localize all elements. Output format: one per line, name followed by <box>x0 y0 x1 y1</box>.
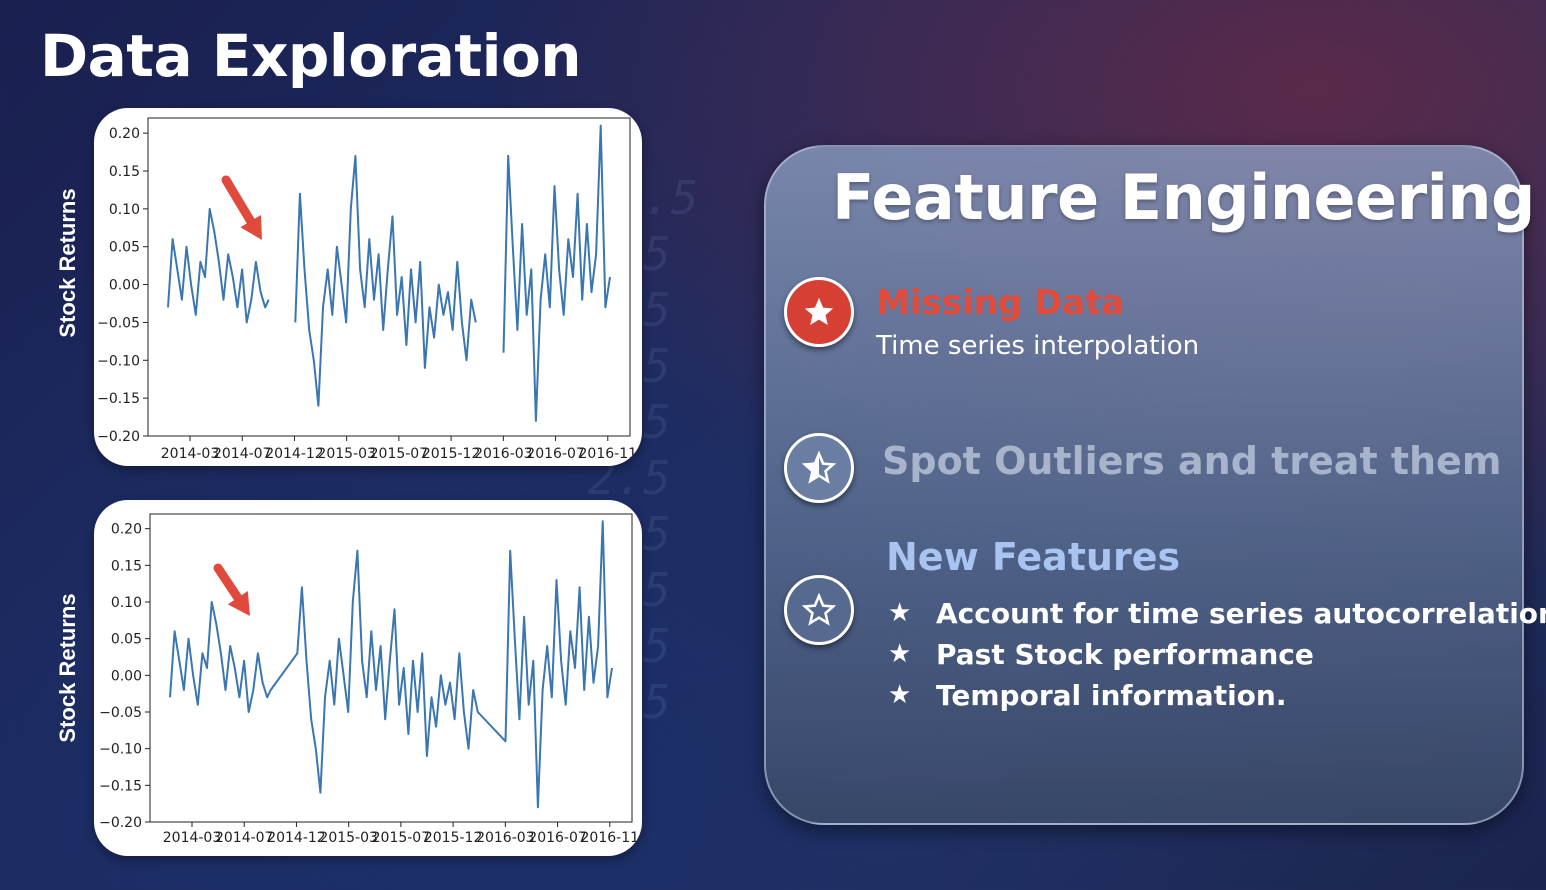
y-tick-label: −0.10 <box>99 742 142 758</box>
x-tick-label: 2015-03 <box>319 830 378 846</box>
red-arrow-head-icon <box>240 214 262 240</box>
x-tick-label: 2014-03 <box>163 830 222 846</box>
y-tick-label: 0.05 <box>111 632 142 648</box>
series-line <box>502 124 611 422</box>
y-tick-label: 0.15 <box>111 558 142 574</box>
red-arrow-head-icon <box>227 591 250 616</box>
x-tick-label: 2016-07 <box>526 446 585 462</box>
feature-engineering-panel: Feature Engineering Missing Data Time se… <box>764 145 1546 825</box>
red-arrow-icon <box>221 175 256 226</box>
x-tick-label: 2014-07 <box>213 446 272 462</box>
y-tick-label: 0.20 <box>111 522 142 538</box>
y-tick-label: −0.05 <box>97 315 140 331</box>
x-tick-label: 2016-11 <box>581 830 640 846</box>
new-features-heading: New Features <box>886 535 1181 579</box>
series-line <box>294 154 477 407</box>
bullet-star-icon: ★ <box>888 680 912 710</box>
x-tick-label: 2015-03 <box>317 446 376 462</box>
x-tick-label: 2014-03 <box>161 446 220 462</box>
y-tick-label: −0.20 <box>97 429 140 445</box>
chart1-y-axis-label: Stock Returns <box>55 188 80 338</box>
chart-interpolated: 0.20 0.15 0.10 0.05 0.00 −0.05 −0.10 −0.15 −0.20… <box>99 513 640 846</box>
list-item-label: Temporal information. <box>936 679 1287 712</box>
new-features-list: ★ Account for time series autocorrelation… <box>888 593 1546 716</box>
star-filled-icon <box>784 277 854 347</box>
chart-card-missing-data: 0.20 0.15 0.10 0.05 0.00 −0.05 −0.10 −0.15 −0.20… <box>94 108 642 466</box>
y-tick-label: −0.15 <box>97 391 140 407</box>
list-item: ★ Past Stock performance <box>888 634 1546 675</box>
list-item-label: Account for time series autocorrelation <box>936 597 1546 630</box>
bullet-star-icon: ★ <box>888 598 912 628</box>
y-tick-label: 0.00 <box>109 278 140 294</box>
list-item: ★ Account for time series autocorrelation <box>888 593 1546 634</box>
x-tick-label: 2015-12 <box>422 446 481 462</box>
list-item: ★ Temporal information. <box>888 675 1546 716</box>
series-line <box>167 207 270 324</box>
bullet-star-icon: ★ <box>888 639 912 669</box>
y-tick-label: 0.20 <box>109 126 140 142</box>
chart2-y-axis-label: Stock Returns <box>55 593 80 743</box>
series-line <box>169 520 613 809</box>
x-tick-label: 2016-03 <box>476 830 534 846</box>
y-tick-label: 0.05 <box>109 240 140 256</box>
x-tick-label: 2014-12 <box>265 446 324 462</box>
y-tick-label: −0.15 <box>99 778 142 794</box>
red-arrow-icon <box>213 563 243 603</box>
y-tick-label: 0.15 <box>109 164 140 180</box>
chart-missing-data: 0.20 0.15 0.10 0.05 0.00 −0.05 −0.10 −0.15 −0.20… <box>97 117 638 462</box>
star-half-icon <box>784 433 854 503</box>
y-tick-label: 0.10 <box>111 595 142 611</box>
x-tick-label: 2014-12 <box>267 830 326 846</box>
x-tick-label: 2016-11 <box>579 446 638 462</box>
x-tick-label: 2015-07 <box>372 830 431 846</box>
plot-frame <box>149 513 633 823</box>
y-tick-label: −0.20 <box>99 815 142 831</box>
missing-data-heading: Missing Data <box>876 283 1125 323</box>
x-tick-label: 2015-12 <box>424 830 483 846</box>
spot-outliers-heading: Spot Outliers and treat them <box>882 439 1502 483</box>
missing-data-subtitle: Time series interpolation <box>876 331 1200 361</box>
y-tick-label: 0.10 <box>109 202 140 218</box>
star-outline-icon <box>784 575 854 645</box>
x-tick-label: 2016-03 <box>474 446 532 462</box>
page-title: Data Exploration <box>40 22 582 90</box>
y-tick-label: −0.05 <box>99 705 142 721</box>
y-tick-label: 0.00 <box>111 668 142 684</box>
plot-frame <box>147 117 631 437</box>
y-tick-label: −0.10 <box>97 353 140 369</box>
x-tick-label: 2016-07 <box>528 830 587 846</box>
x-tick-label: 2014-07 <box>215 830 274 846</box>
list-item-label: Past Stock performance <box>936 638 1314 671</box>
x-tick-label: 2015-07 <box>370 446 429 462</box>
panel-title: Feature Engineering <box>832 161 1535 234</box>
chart-card-interpolated: 0.20 0.15 0.10 0.05 0.00 −0.05 −0.10 −0.15 −0.20… <box>94 500 642 856</box>
